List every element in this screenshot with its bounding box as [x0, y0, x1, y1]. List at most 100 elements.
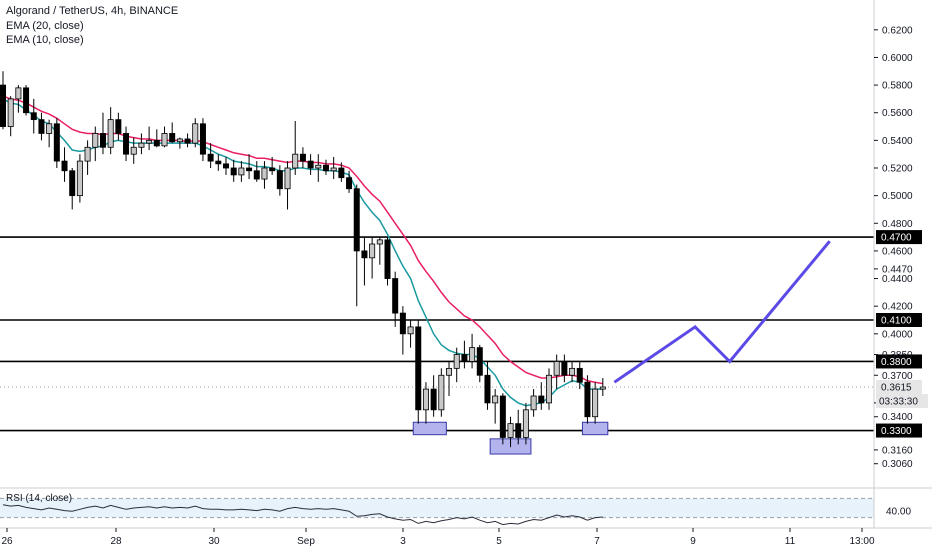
candle-body	[499, 395, 506, 438]
candle-body	[299, 153, 306, 162]
x-tick-label: 11	[785, 536, 796, 547]
candle-body	[46, 123, 53, 134]
level-label-bg	[876, 423, 922, 438]
candle-body	[353, 188, 360, 252]
candle	[269, 156, 276, 175]
x-tick-label: 3	[400, 536, 406, 547]
current-price-bg	[876, 380, 922, 395]
projection-polyline	[613, 240, 831, 384]
y-tick-label: 0.3850	[882, 350, 913, 361]
x-tick-label: Sep	[297, 536, 315, 547]
candle-body	[592, 388, 599, 418]
candle	[322, 159, 329, 175]
candle-body	[53, 123, 60, 162]
candle	[461, 340, 468, 369]
candle-body	[469, 347, 476, 362]
candle-body	[545, 374, 552, 404]
candle	[522, 402, 529, 445]
candle	[84, 140, 91, 175]
candle-body	[330, 167, 337, 172]
y-tick-label: 0.3060	[882, 459, 913, 470]
candle	[499, 393, 506, 445]
candle	[115, 112, 122, 141]
y-tick-label: 0.4400	[882, 274, 913, 285]
candle-body	[261, 167, 268, 180]
candle	[23, 85, 30, 116]
candle	[469, 333, 476, 369]
candle	[576, 361, 583, 390]
candle-body	[569, 367, 576, 376]
candle-body	[338, 167, 345, 179]
rsi-line	[2, 504, 603, 526]
candle-body	[415, 326, 422, 411]
candle-body	[538, 395, 545, 404]
candle-body	[446, 367, 453, 376]
candle-body	[130, 146, 137, 155]
y-tick-label: 0.4000	[882, 329, 913, 340]
legend-ema20: EMA (20, close)	[6, 19, 84, 32]
candle-body	[199, 123, 206, 155]
countdown-bg	[876, 394, 928, 409]
candle-body	[530, 395, 537, 411]
x-tick-label: 9	[690, 536, 696, 547]
candle	[15, 85, 22, 113]
candle-body	[369, 243, 376, 259]
rsi-pane	[0, 497, 874, 526]
candle-body	[184, 138, 191, 144]
candle-body	[584, 381, 591, 418]
candle	[284, 161, 291, 210]
candle-body	[7, 98, 14, 127]
candle	[453, 347, 460, 383]
candle-body	[453, 354, 460, 369]
candle	[130, 137, 137, 164]
x-tick-label: 13:00	[849, 536, 874, 547]
candle	[46, 119, 53, 148]
candle-body	[515, 423, 522, 438]
candle-body	[146, 139, 153, 144]
candle	[361, 237, 368, 286]
candle-body	[15, 87, 22, 100]
candle-body	[99, 133, 106, 148]
candle	[153, 129, 160, 148]
candle-body	[107, 119, 114, 148]
candle-body	[23, 87, 30, 114]
candle-body	[522, 409, 529, 438]
candle-body	[153, 139, 160, 147]
candle-body	[38, 119, 45, 134]
candle	[484, 361, 491, 410]
candle	[61, 147, 68, 182]
candle	[392, 271, 399, 327]
candle	[476, 344, 483, 383]
candle	[422, 382, 429, 424]
current-price-label: 0.3615	[881, 383, 912, 394]
candle	[99, 112, 106, 155]
candle	[438, 368, 445, 417]
candle	[253, 161, 260, 182]
candle	[92, 126, 99, 162]
candle-body	[161, 133, 168, 147]
y-tick-label: 0.6200	[882, 25, 913, 36]
level-label-bg	[876, 230, 922, 245]
candle	[376, 237, 383, 265]
candle	[107, 107, 114, 155]
candle-body	[507, 423, 514, 438]
y-tick-label: 0.4200	[882, 302, 913, 313]
level-label: 0.4700	[881, 233, 912, 244]
candle-body	[392, 278, 399, 314]
candle-body	[346, 177, 353, 190]
candle-body	[599, 386, 606, 390]
candle-body	[576, 367, 583, 383]
candle	[553, 354, 560, 390]
level-label: 0.4100	[881, 316, 912, 327]
candle-body	[253, 170, 260, 180]
candle	[592, 382, 599, 424]
candle-body	[322, 164, 329, 172]
candlesticks	[0, 71, 606, 448]
candle-body	[430, 388, 437, 411]
candle	[169, 122, 176, 144]
candle-body	[169, 133, 176, 143]
support-box	[581, 421, 609, 436]
horizontal-levels	[0, 236, 874, 432]
